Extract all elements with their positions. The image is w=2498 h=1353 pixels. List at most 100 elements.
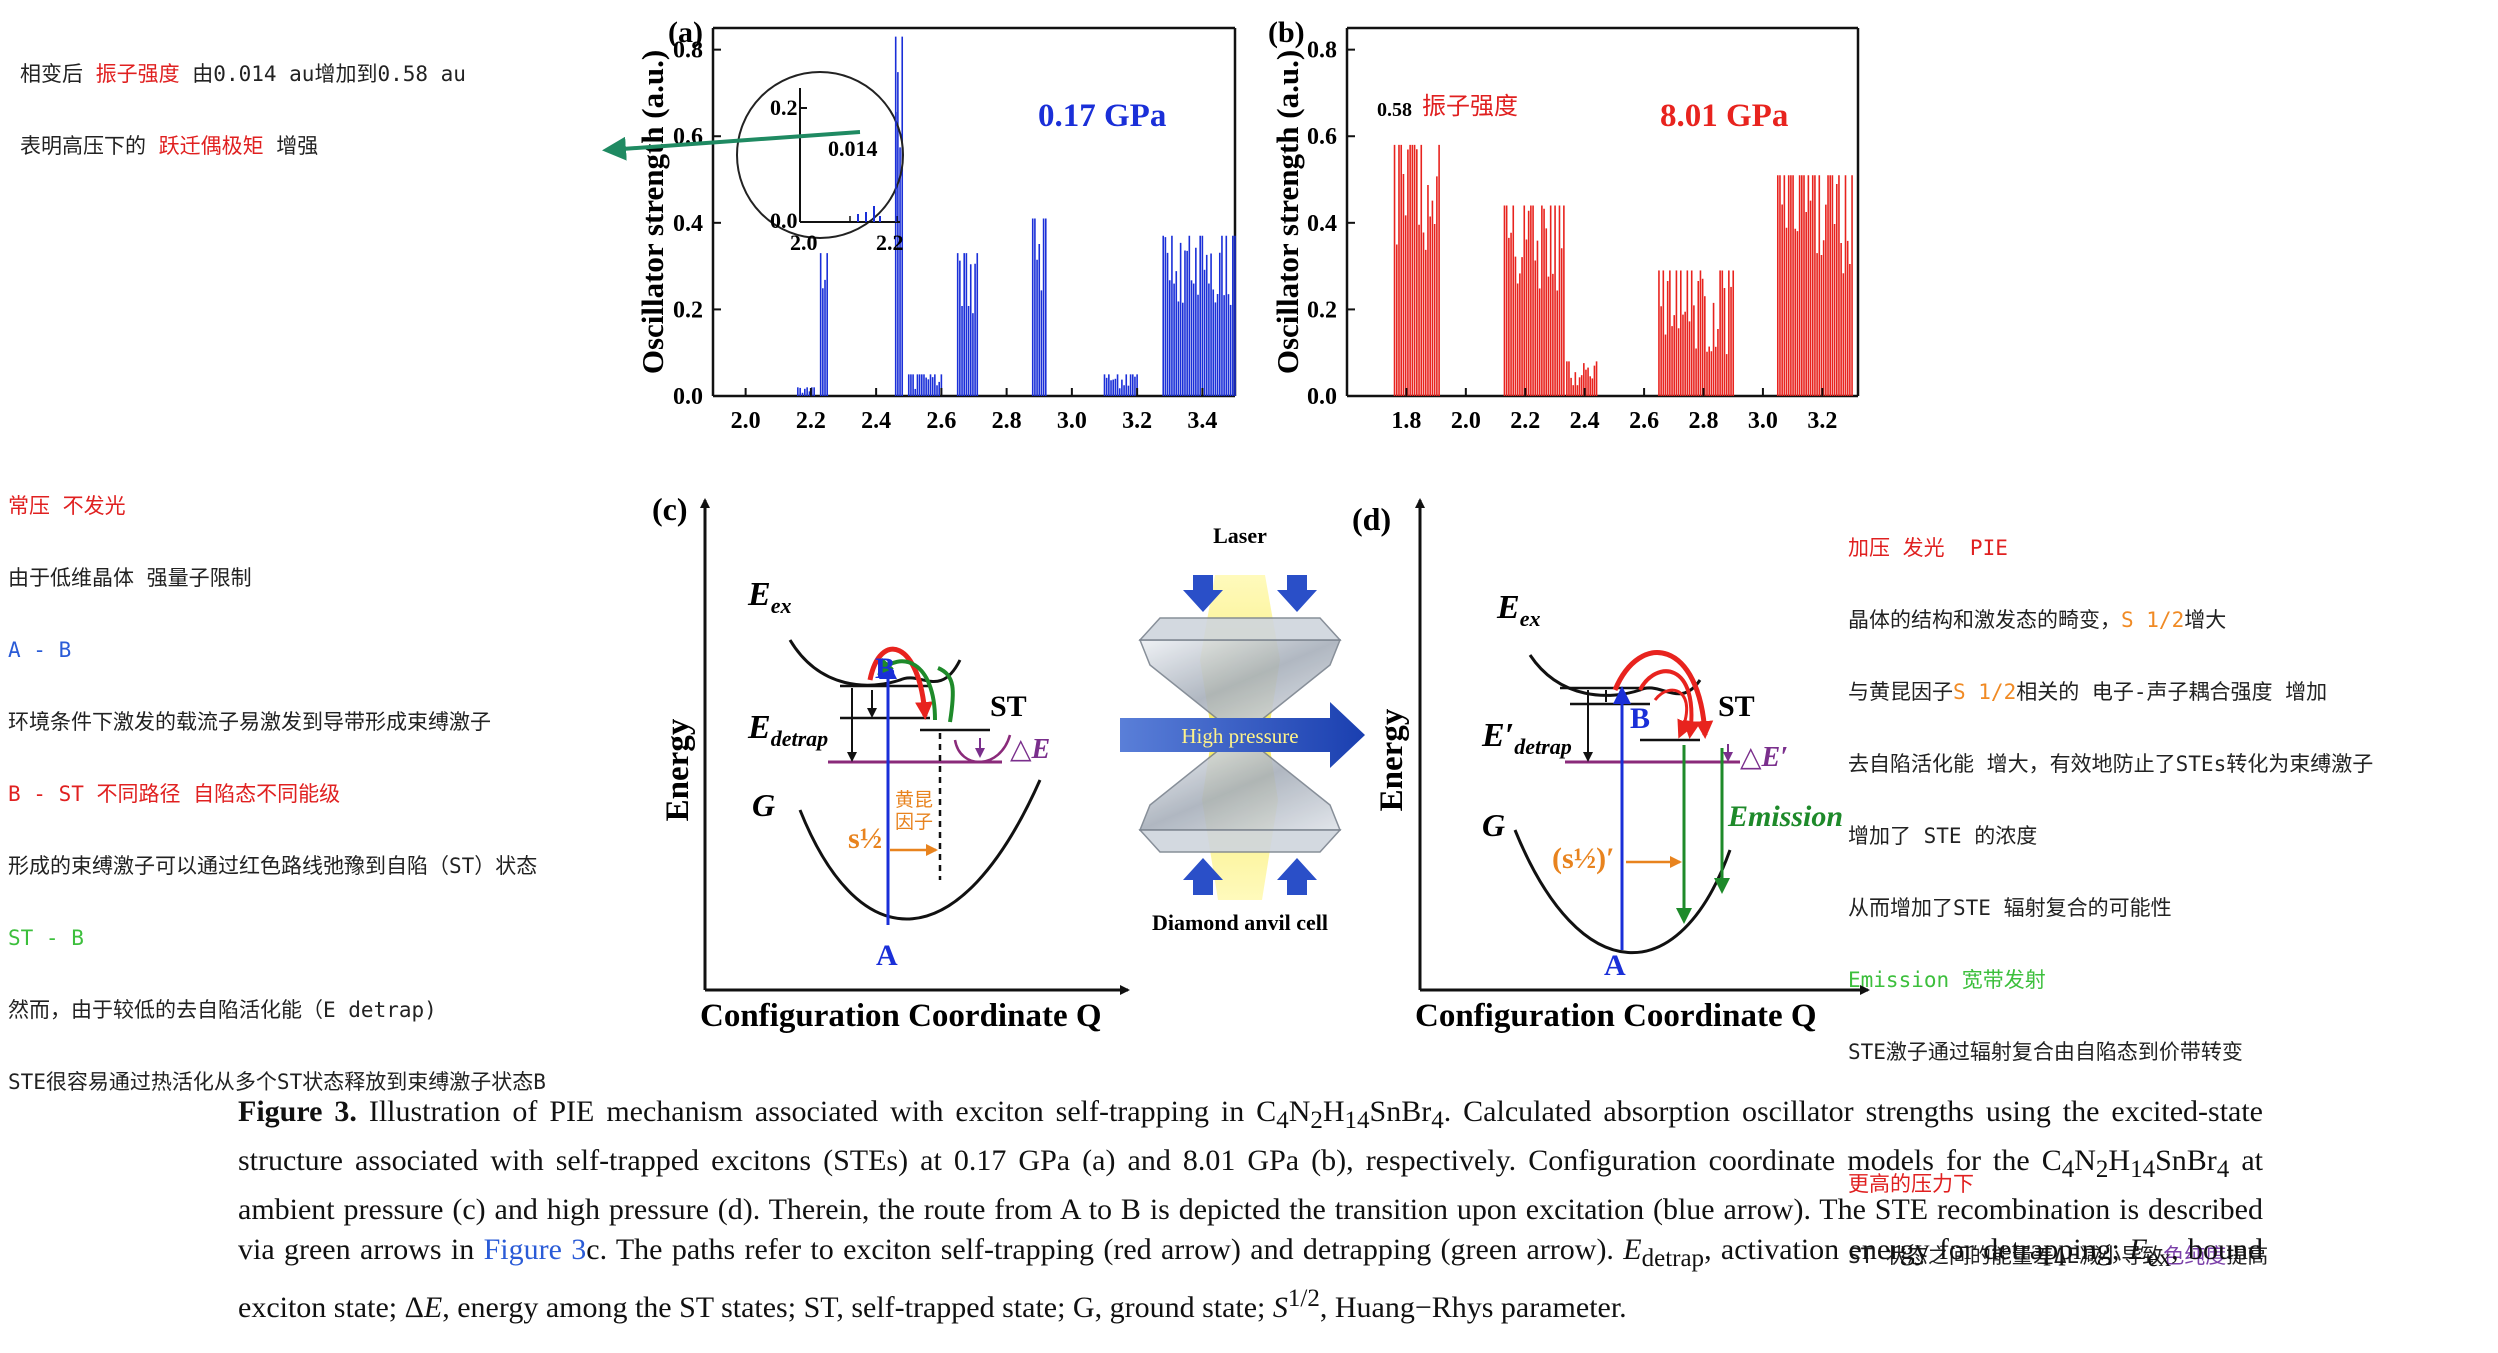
caption-sub: 4 <box>2216 1156 2230 1183</box>
caption-sub: 4 <box>1276 1107 1289 1134</box>
self-trap-arrow <box>1612 650 1714 739</box>
huangkun-label: 黄昆 <box>895 789 933 811</box>
inset-value: 0.014 <box>828 136 878 161</box>
caption-text: H <box>1322 1095 1345 1128</box>
note-text: 增大 <box>2184 608 2227 632</box>
excited-curve <box>788 639 962 687</box>
note-line: B - ST 不同路径 自陷态不同能级 <box>8 782 341 806</box>
note-top: 相变后 振子强度 由0.014 au增加到0.58 au 表明高压下的 跃迁偶极… <box>20 14 466 182</box>
press-arrow <box>1183 575 1223 612</box>
note-text: S 1/2 <box>1953 680 2017 704</box>
caption-sub: 4 <box>2061 1156 2075 1183</box>
press-arrow <box>1183 858 1223 895</box>
caption-text: , bound exciton state; Δ <box>238 1233 2263 1324</box>
ST-label: ST <box>990 690 1027 723</box>
y-axis-label-b: Oscillator strength (a.u.) <box>1270 50 1305 374</box>
y-tick-label: 0.0 <box>673 384 703 410</box>
caption-text: at ambient pressure (c) and high pressur… <box>238 1144 2263 1266</box>
caption-text: Illustration of PIE mechanism associated… <box>356 1095 1277 1128</box>
lower-diamond-bottom <box>1138 829 1342 853</box>
dac-label: Diamond anvil cell <box>1152 910 1328 935</box>
note-text-b: 振子强度 <box>1422 93 1518 120</box>
upper-diamond-top <box>1138 617 1342 641</box>
upper-diamond <box>1138 639 1342 726</box>
energy-label: Energy <box>660 718 696 821</box>
note-line: 由于低维晶体 强量子限制 <box>8 566 252 590</box>
high-pressure-arrow <box>1120 702 1365 768</box>
ground-curve <box>1513 829 1732 955</box>
bars-b <box>1393 144 1853 396</box>
config-label: Configuration Coordinate Q <box>700 998 1102 1034</box>
caption-italic: E <box>1623 1233 1642 1266</box>
self-trap-arrow <box>1638 669 1701 739</box>
x-tick-label: 2.6 <box>926 408 956 434</box>
y-tick-label: 0.4 <box>1307 211 1337 237</box>
note-line: 加压 发光 PIE <box>1848 536 2008 560</box>
inset-x-left: 2.0 <box>790 230 818 255</box>
y-tick-label: 0.0 <box>1307 384 1337 410</box>
note-line: 然而，由于较低的去自陷活化能（E detrap) <box>8 998 437 1022</box>
inset-y-top: 0.2 <box>770 95 798 120</box>
caption-text: SnBr <box>2155 1144 2217 1177</box>
panel-label-d: (d) <box>1352 501 1391 537</box>
note-line: ST - B <box>8 926 84 950</box>
note-line: A - B <box>8 638 72 662</box>
high-pressure-label: High pressure <box>1181 724 1298 748</box>
y-tick-label: 0.4 <box>673 211 703 237</box>
caption-fig: Figure 3. <box>238 1095 357 1128</box>
ground-curve <box>798 779 1042 921</box>
B-label: B <box>875 652 895 685</box>
figure-caption: Figure 3. Illustration of PIE mechanism … <box>238 1092 2263 1328</box>
caption-text: SnBr <box>1369 1095 1432 1128</box>
detrap-path-arrow <box>937 666 955 723</box>
x-tick-label: 3.4 <box>1187 408 1217 434</box>
panel-c: (c) Energy Configuration Coordinate Q Ee… <box>652 491 1130 1034</box>
E-detrap-label: Edetrap <box>747 709 828 751</box>
caption-text: . Calculated absorption oscillator stren… <box>238 1095 2263 1177</box>
x-tick-label: 2.0 <box>1451 408 1481 434</box>
x-tick-label: 3.0 <box>1748 408 1778 434</box>
dE-prime-label: △E′ <box>1740 742 1788 773</box>
y-tick-label: 0.2 <box>1307 297 1337 323</box>
caption-italic: S <box>1272 1291 1288 1324</box>
x-tick-label: 2.8 <box>1689 408 1719 434</box>
caption-text: H <box>2108 1144 2131 1177</box>
caption-italic: E <box>2129 1233 2148 1266</box>
note-line: 常压 不发光 <box>8 494 126 518</box>
caption-sub: 14 <box>1344 1107 1370 1134</box>
yinzi-label: 因子 <box>895 812 933 833</box>
y-tick-label: 0.6 <box>1307 124 1337 150</box>
energy-label: Energy <box>1374 708 1410 811</box>
s-half-label: s½ <box>848 822 882 855</box>
caption-sub: 14 <box>2130 1156 2156 1183</box>
press-arrow <box>1277 575 1317 612</box>
note-text: 晶体的结构和激发态的畸变， <box>1848 608 2121 632</box>
press-arrow <box>1277 858 1317 895</box>
panel-label-a: (a) <box>668 16 703 49</box>
figure-link[interactable]: Figure 3 <box>483 1233 587 1266</box>
config-label: Configuration Coordinate Q <box>1415 998 1817 1034</box>
panel-label-c: (c) <box>652 491 688 527</box>
A-label: A <box>1604 949 1626 982</box>
caption-sub: 2 <box>1310 1107 1323 1134</box>
G-label: G <box>1482 807 1505 843</box>
panel-a: 2.0 2.2 2.4 2.6 2.8 3.0 3.2 3.40.00.20.40.60.8 … <box>602 16 1237 434</box>
s-half-prime-label: (s½)′ <box>1552 842 1615 875</box>
note-line: 从而增加了STE 辐射复合的可能性 <box>1848 896 2172 920</box>
caption-sub: ex <box>2147 1245 2172 1272</box>
E-detrap-prime-label: E′detrap <box>1481 717 1572 759</box>
y-tick-label: 0.8 <box>673 38 703 64</box>
x-tick-label: 2.4 <box>1570 408 1600 434</box>
dE-label: △E <box>1010 734 1050 765</box>
note-text: 跃迁偶极矩 <box>158 134 264 158</box>
caption-sup: 1/2 <box>1287 1285 1320 1312</box>
x-tick-label: 2.0 <box>731 408 761 434</box>
caption-text: N <box>2074 1144 2096 1177</box>
pointer-arrow <box>602 130 861 161</box>
note-text: 色纯度 <box>2163 1244 2227 1268</box>
note-text: 增强 <box>263 134 319 158</box>
dE-well <box>953 734 1012 764</box>
note-text: 相变后 <box>20 62 96 86</box>
caption-sub: 4 <box>1431 1107 1444 1134</box>
note-text: 振子强度 <box>95 62 180 86</box>
